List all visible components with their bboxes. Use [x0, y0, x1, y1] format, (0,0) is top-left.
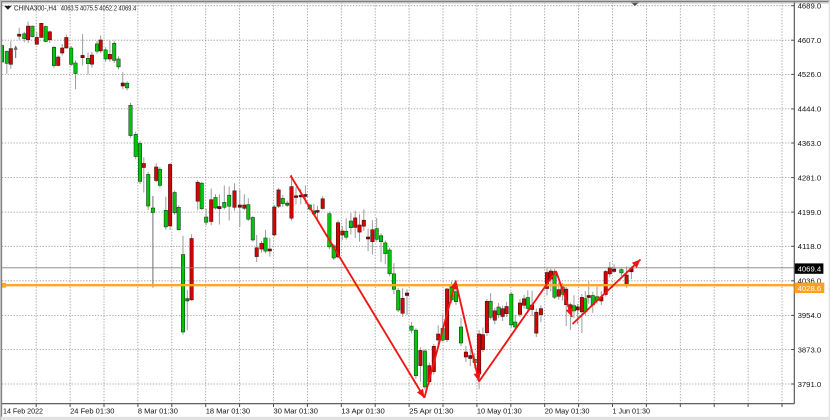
- svg-text:24 Feb 01:30: 24 Feb 01:30: [70, 406, 114, 415]
- svg-text:4028.6: 4028.6: [798, 284, 822, 293]
- svg-text:3954.0: 3954.0: [798, 311, 822, 320]
- svg-text:4689.0: 4689.0: [798, 2, 822, 11]
- svg-text:4199.0: 4199.0: [798, 208, 822, 217]
- svg-text:10 May 01:30: 10 May 01:30: [477, 406, 522, 415]
- svg-text:3791.0: 3791.0: [798, 380, 822, 389]
- svg-text:4526.0: 4526.0: [798, 70, 822, 79]
- svg-text:4069.4: 4069.4: [798, 265, 822, 274]
- svg-text:4281.0: 4281.0: [798, 173, 822, 182]
- svg-text:CHINA300-,H4: CHINA300-,H4: [14, 3, 57, 12]
- svg-text:20 May 01:30: 20 May 01:30: [545, 406, 590, 415]
- svg-text:4444.0: 4444.0: [798, 105, 822, 114]
- svg-text:25 Apr 01:30: 25 Apr 01:30: [409, 406, 453, 415]
- svg-text:30 Mar 01:30: 30 Mar 01:30: [274, 406, 318, 415]
- svg-text:18 Mar 01:30: 18 Mar 01:30: [206, 406, 250, 415]
- svg-text:8 Mar 01:30: 8 Mar 01:30: [138, 406, 178, 415]
- svg-text:4363.0: 4363.0: [798, 139, 822, 148]
- svg-text:3873.0: 3873.0: [798, 345, 822, 354]
- svg-text:13 Apr 01:30: 13 Apr 01:30: [341, 406, 385, 415]
- svg-text:4118.0: 4118.0: [798, 242, 822, 251]
- svg-text:1 Jun 01:30: 1 Jun 01:30: [613, 406, 651, 415]
- svg-text:4607.0: 4607.0: [798, 36, 822, 45]
- svg-text:4063.5 4075.5 4052.2 4069.4: 4063.5 4075.5 4052.2 4069.4: [61, 3, 136, 12]
- svg-text:14 Feb 2022: 14 Feb 2022: [3, 406, 43, 415]
- svg-text:4036.0: 4036.0: [798, 277, 822, 286]
